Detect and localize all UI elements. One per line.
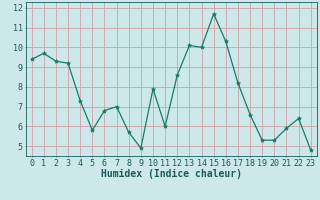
- X-axis label: Humidex (Indice chaleur): Humidex (Indice chaleur): [101, 169, 242, 179]
